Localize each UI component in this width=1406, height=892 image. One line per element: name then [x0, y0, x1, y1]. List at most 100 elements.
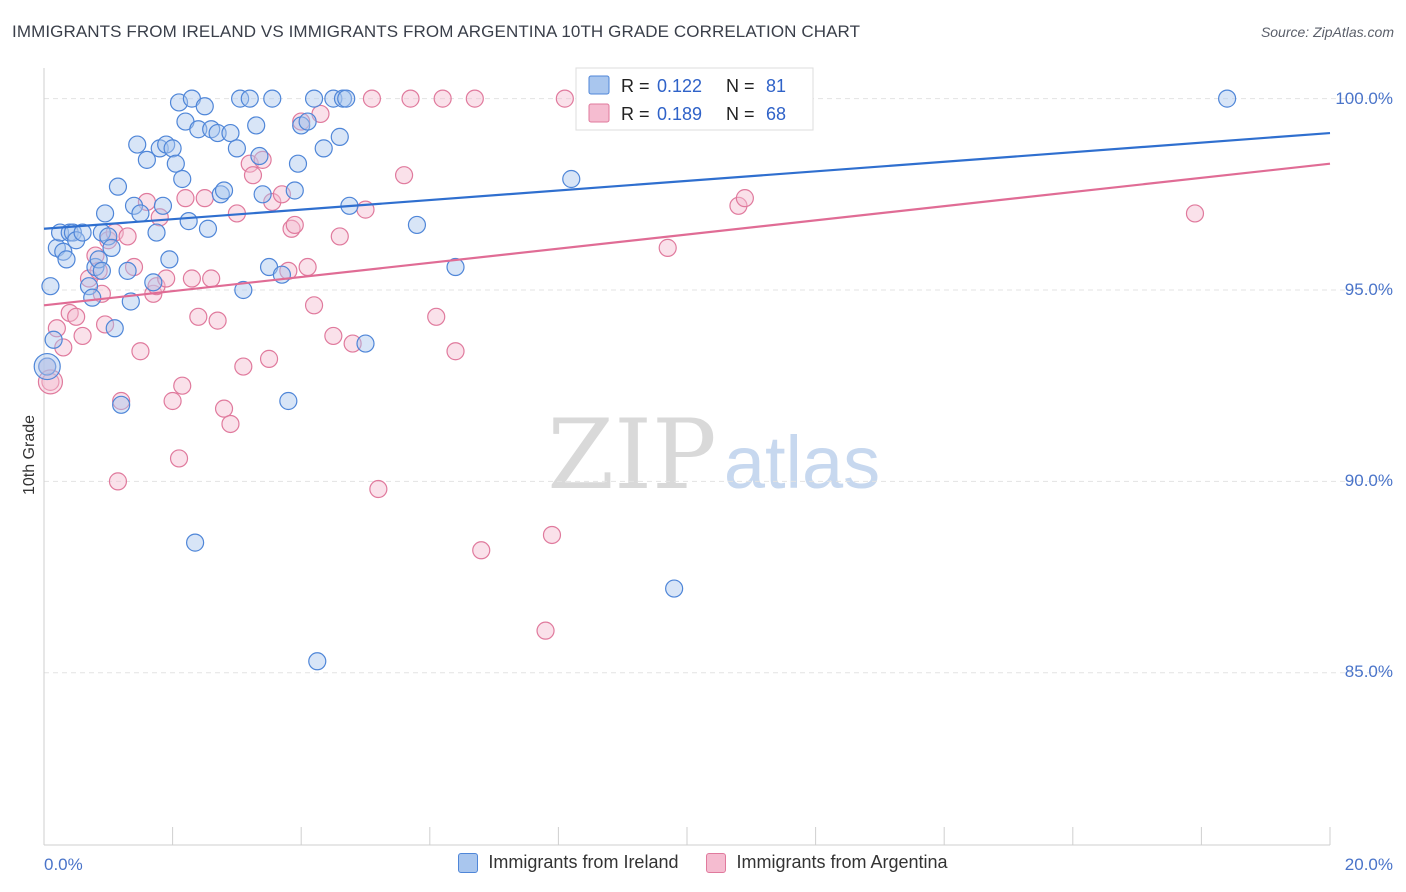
data-point: [298, 112, 317, 131]
data-point: [337, 89, 356, 108]
data-point: [304, 89, 324, 108]
data-point: [92, 261, 111, 280]
data-point: [163, 139, 182, 158]
data-point: [131, 342, 150, 361]
data-point: [221, 123, 240, 143]
legend-swatch-argentina: [588, 103, 610, 123]
data-point: [369, 479, 388, 499]
chart-title: IMMIGRANTS FROM IRELAND VS IMMIGRANTS FR…: [12, 22, 861, 41]
watermark-zip: ZIP: [547, 399, 716, 511]
legend-r-value: 0.122: [657, 76, 702, 96]
data-point: [253, 185, 272, 204]
legend-r-value: 0.189: [657, 104, 702, 124]
data-point: [407, 215, 427, 235]
data-point: [324, 326, 343, 346]
data-point: [243, 166, 263, 185]
data-point: [362, 89, 382, 108]
data-point: [298, 257, 317, 277]
data-point: [658, 238, 677, 257]
data-point: [179, 212, 198, 231]
trend-lines: [43, 131, 1331, 307]
data-point: [79, 277, 99, 296]
data-point: [343, 334, 362, 353]
data-point: [356, 334, 375, 353]
data-point: [102, 238, 121, 257]
legend-n-value: 81: [766, 76, 786, 96]
data-point: [41, 277, 60, 296]
data-point: [118, 227, 137, 246]
data-point: [47, 319, 66, 338]
data-point: [259, 349, 279, 368]
data-point: [208, 123, 227, 143]
data-point: [118, 261, 137, 280]
data-point: [108, 177, 128, 196]
data-point: [1185, 204, 1205, 223]
data-point: [173, 169, 192, 189]
data-point: [128, 135, 147, 154]
data-point: [472, 541, 491, 560]
legend-label-argentina: Immigrants from Argentina: [736, 852, 948, 872]
data-point: [198, 219, 218, 238]
trend-line-argentina: [43, 162, 1331, 307]
axes: [43, 68, 1331, 846]
data-point: [195, 97, 214, 116]
legend-swatch-ireland: [458, 852, 479, 873]
data-point: [285, 215, 304, 235]
data-point: [427, 307, 446, 326]
data-point: [83, 288, 102, 307]
data-point: [189, 307, 208, 326]
trend-line-ireland: [43, 131, 1331, 230]
data-point: [446, 342, 465, 361]
data-point: [54, 338, 73, 357]
y-tick-label: 95.0%: [1345, 280, 1393, 299]
data-point: [73, 223, 92, 242]
data-point: [144, 273, 163, 292]
data-point: [67, 307, 86, 326]
legend-item-argentina: Immigrants from Argentina: [706, 852, 948, 873]
data-point: [536, 621, 555, 640]
argentina-points: [37, 89, 1205, 640]
data-point: [57, 250, 76, 269]
data-point: [173, 376, 192, 395]
data-point: [221, 414, 240, 434]
data-point: [202, 269, 221, 288]
correlation-legend: R = 0.122 N = 81 R = 0.189 N = 68: [575, 67, 814, 131]
data-point: [112, 391, 131, 411]
data-point: [446, 257, 465, 277]
watermark-atlas: atlas: [724, 421, 880, 504]
data-point: [169, 449, 189, 468]
data-point: [240, 89, 259, 108]
data-point: [166, 154, 185, 173]
data-point-large: [33, 352, 61, 381]
data-point: [234, 357, 253, 376]
data-point: [292, 112, 311, 131]
data-point: [288, 154, 308, 173]
legend-box: [575, 67, 814, 131]
data-point: [89, 250, 108, 269]
y-tick-label: 100.0%: [1335, 89, 1393, 108]
data-point: [189, 120, 208, 139]
data-point: [433, 89, 452, 108]
series-legend: Immigrants from Ireland Immigrants from …: [0, 852, 1406, 873]
y-axis-title: 10th Grade: [21, 415, 38, 495]
data-point: [247, 116, 266, 135]
data-point: [108, 472, 128, 491]
data-point: [38, 357, 57, 376]
data-point: [182, 269, 201, 288]
legend-n-value: 68: [766, 104, 786, 124]
data-point: [195, 189, 214, 208]
legend-n-label: N =: [726, 76, 755, 96]
data-point: [186, 533, 205, 552]
data-point: [465, 89, 484, 108]
data-point: [147, 223, 166, 242]
ireland-points: [33, 89, 1237, 671]
data-point: [105, 319, 124, 338]
data-point: [231, 89, 250, 108]
data-point: [542, 525, 562, 545]
data-point: [131, 204, 150, 223]
data-point: [665, 579, 684, 598]
data-point: [214, 399, 234, 418]
data-point: [324, 89, 343, 108]
y-tick-label: 85.0%: [1345, 662, 1393, 681]
